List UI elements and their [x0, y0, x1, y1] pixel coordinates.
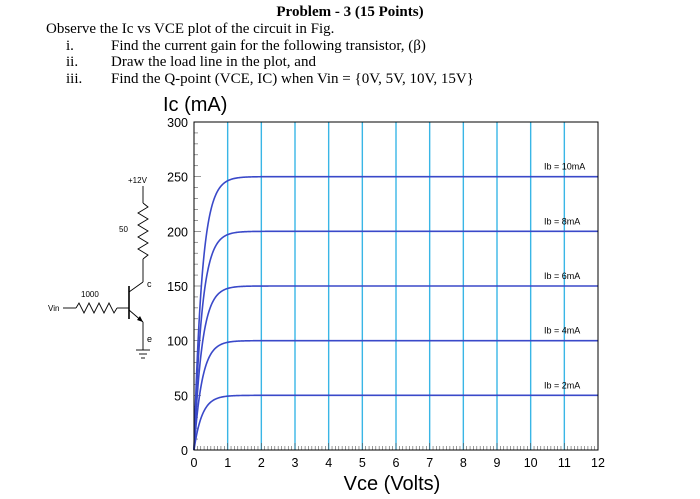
- question-text: Find the current gain for the following …: [111, 38, 426, 54]
- problem-title: Problem - 3 (15 Points): [276, 4, 424, 20]
- y-tick-label: 50: [174, 389, 188, 403]
- collector-resistor-label: 50: [119, 225, 128, 234]
- transistor-collector: [128, 281, 144, 293]
- curve-line: [193, 175, 598, 451]
- x-tick-label: 0: [191, 456, 198, 470]
- question-number: ii.: [66, 54, 79, 70]
- y-tick-label: 0: [181, 444, 188, 458]
- emitter-node-label: e: [147, 334, 152, 344]
- x-tick-label: 1: [224, 456, 231, 470]
- x-tick-label: 8: [460, 456, 467, 470]
- x-tick-label: 12: [591, 456, 605, 470]
- curves: [193, 175, 598, 451]
- question-text: Draw the load line in the plot, and: [111, 54, 316, 70]
- x-tick-label: 6: [393, 456, 400, 470]
- question-text: Find the Q-point (VCE, IC) when Vin = {0…: [111, 71, 474, 87]
- curve-label: Ib = 6mA: [544, 271, 580, 281]
- x-tick-label: 4: [325, 456, 332, 470]
- plot-frame: [193, 121, 599, 451]
- curve-line: [193, 394, 598, 451]
- question-number: i.: [66, 38, 74, 54]
- circuit: +12V 50 c e Vin 1000: [48, 176, 152, 359]
- curve-line: [193, 285, 598, 451]
- x-tick-label: 7: [426, 456, 433, 470]
- x-tick-label: 5: [359, 456, 366, 470]
- x-tick-label: 10: [524, 456, 538, 470]
- input-label: Vin: [48, 304, 59, 313]
- curve-label: Ib = 2mA: [544, 380, 580, 390]
- question-number: iii.: [66, 71, 83, 87]
- collector-resistor: [137, 202, 149, 260]
- curve-line: [193, 339, 598, 451]
- base-resistor: [75, 301, 118, 315]
- curve-label: Ib = 4mA: [544, 326, 580, 336]
- supply-label: +12V: [128, 176, 148, 185]
- y-tick-label: 200: [167, 225, 188, 239]
- x-tick-label: 11: [558, 456, 571, 470]
- base-resistor-label: 1000: [81, 290, 99, 299]
- emitter-arrow-icon: [137, 316, 143, 322]
- problem-intro: Observe the Ic vs VCE plot of the circui…: [46, 21, 335, 37]
- curve-line: [193, 230, 598, 451]
- y-tick-label: 300: [167, 116, 188, 130]
- y-tick-label: 250: [167, 171, 188, 185]
- collector-node-label: c: [147, 279, 152, 289]
- x-axis-label: Vce (Volts): [344, 473, 441, 495]
- y-tick-label: 100: [167, 335, 188, 349]
- curve-label: Ib = 8mA: [544, 216, 580, 226]
- curve-labels: Ib = 2mA Ib = 4mA Ib = 6mA Ib = 8mA Ib = 10m…: [544, 162, 585, 391]
- x-tick-label: 9: [494, 456, 501, 470]
- x-tick-label: 2: [258, 456, 265, 470]
- y-tick-label: 150: [167, 280, 188, 294]
- y-axis-label: Ic (mA): [163, 94, 227, 116]
- x-tick-label: 3: [292, 456, 299, 470]
- curve-label: Ib = 10mA: [544, 162, 585, 172]
